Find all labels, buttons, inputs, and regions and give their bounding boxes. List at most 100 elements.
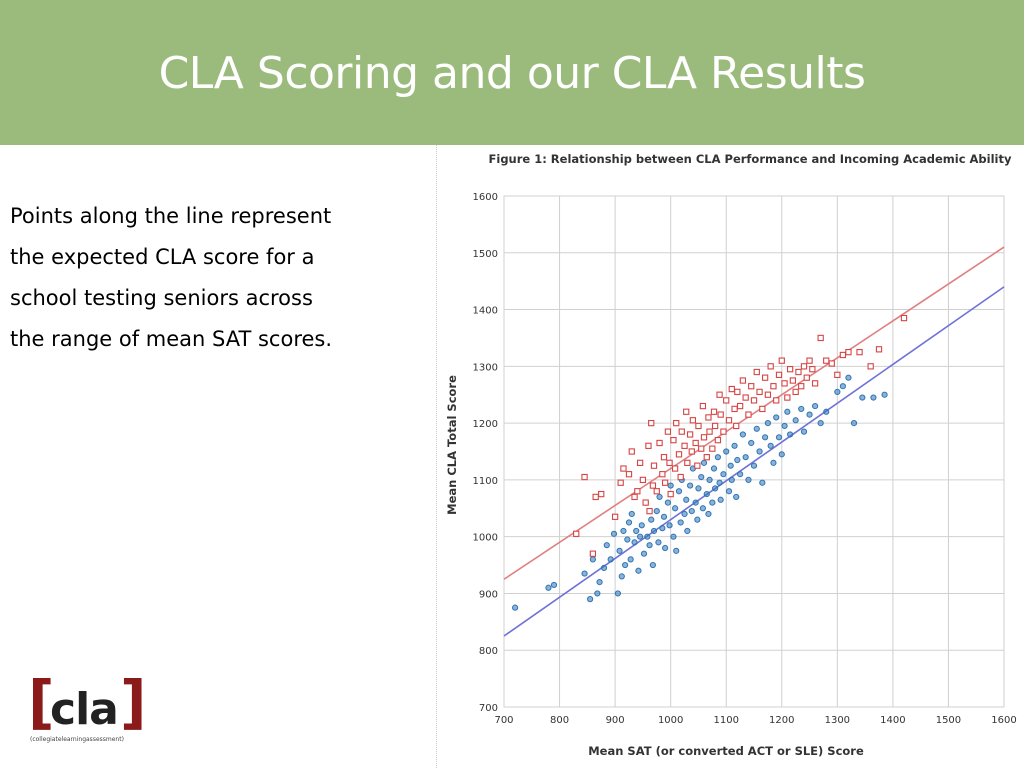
x-axis-label: Mean SAT (or converted ACT or SLE) Score: [588, 744, 864, 758]
data-point: [610, 530, 618, 537]
data-point: [587, 596, 594, 603]
data-point: [723, 448, 730, 455]
data-point: [634, 488, 641, 495]
data-point: [620, 527, 627, 535]
data-point: [764, 420, 771, 427]
data-point: [773, 397, 780, 404]
data-point: [683, 496, 690, 503]
data-point: [778, 451, 785, 458]
data-point: [675, 451, 683, 458]
y-tick-label: 1000: [473, 533, 498, 544]
logo-close-bracket: ]: [120, 668, 147, 736]
data-point: [692, 499, 699, 506]
data-point: [611, 513, 619, 520]
data-point: [845, 374, 852, 381]
data-point: [710, 408, 718, 415]
logo-open-bracket: [: [28, 668, 55, 736]
data-point: [870, 394, 877, 401]
data-point: [739, 431, 746, 438]
tick-labels: 700 800 900 1000 1100 1200 1300 1400 1500 1600 700…: [473, 192, 1017, 726]
body-line: the expected CLA score for a: [10, 245, 315, 269]
y-axis-label: Mean CLA Total Score: [445, 375, 459, 515]
y-tick-label: 800: [479, 646, 498, 657]
data-point: [618, 573, 625, 580]
data-point: [775, 434, 783, 441]
data-point: [600, 564, 608, 571]
data-point: [672, 505, 679, 512]
data-point: [645, 442, 652, 449]
data-point: [834, 388, 841, 395]
body-line: Points along the line represent: [10, 204, 332, 228]
y-tick-label: 1300: [473, 362, 498, 373]
data-points: [512, 314, 908, 611]
data-point: [648, 419, 655, 427]
x-tick-label: 1100: [713, 715, 738, 726]
data-point: [622, 561, 629, 569]
title-band: CLA Scoring and our CLA Results: [0, 0, 1024, 145]
data-point: [688, 448, 695, 455]
data-point: [706, 476, 713, 483]
data-point: [733, 493, 740, 501]
y-tick-label: 1500: [473, 249, 498, 260]
body-line: school testing seniors across: [10, 286, 313, 310]
data-point: [770, 459, 777, 466]
data-point: [781, 380, 788, 387]
data-point: [631, 539, 638, 546]
data-point: [753, 425, 760, 432]
data-point: [650, 527, 658, 535]
data-point: [795, 368, 802, 376]
data-point: [839, 383, 846, 390]
fit-line: [503, 246, 1005, 580]
data-point: [638, 522, 645, 529]
x-tick-label: 1600: [991, 715, 1016, 726]
data-point: [692, 439, 699, 447]
data-point: [664, 499, 671, 506]
data-point: [725, 417, 733, 424]
data-point: [639, 476, 647, 484]
data-point: [734, 456, 741, 464]
data-point: [762, 434, 769, 441]
data-point: [727, 462, 734, 469]
data-point: [728, 385, 735, 393]
y-tick-label: 900: [479, 589, 498, 600]
data-point: [817, 420, 824, 427]
data-point: [716, 391, 723, 398]
data-point: [689, 417, 697, 424]
data-point: [633, 527, 640, 535]
data-point: [694, 462, 701, 469]
data-point: [748, 439, 755, 447]
data-point: [756, 448, 763, 455]
data-point: [717, 496, 724, 503]
data-point: [667, 490, 674, 498]
data-point: [767, 363, 774, 370]
data-point: [823, 408, 830, 415]
data-point: [778, 357, 785, 364]
data-point: [675, 488, 683, 495]
data-point: [684, 459, 691, 467]
data-point: [734, 388, 741, 396]
y-tick-label: 1600: [473, 192, 498, 203]
data-point: [677, 473, 684, 481]
logo-word: cla: [50, 684, 119, 735]
data-point: [859, 394, 866, 401]
slide-title: CLA Scoring and our CLA Results: [158, 48, 866, 99]
data-point: [686, 431, 694, 438]
data-point: [699, 402, 707, 410]
y-tick-label: 1100: [473, 476, 498, 487]
data-point: [828, 360, 835, 367]
data-point: [745, 476, 752, 483]
data-point: [653, 508, 660, 515]
x-tick-label: 1200: [769, 715, 794, 726]
data-point: [792, 388, 799, 396]
data-point: [628, 448, 635, 455]
data-point: [856, 348, 863, 356]
data-point: [742, 394, 749, 401]
data-point: [714, 436, 722, 444]
y-tick-label: 700: [479, 703, 498, 714]
data-point: [809, 366, 816, 373]
data-point: [748, 383, 755, 390]
data-point: [789, 377, 797, 384]
data-point: [666, 522, 673, 529]
data-point: [694, 516, 701, 523]
y-tick-label: 1400: [473, 306, 498, 317]
